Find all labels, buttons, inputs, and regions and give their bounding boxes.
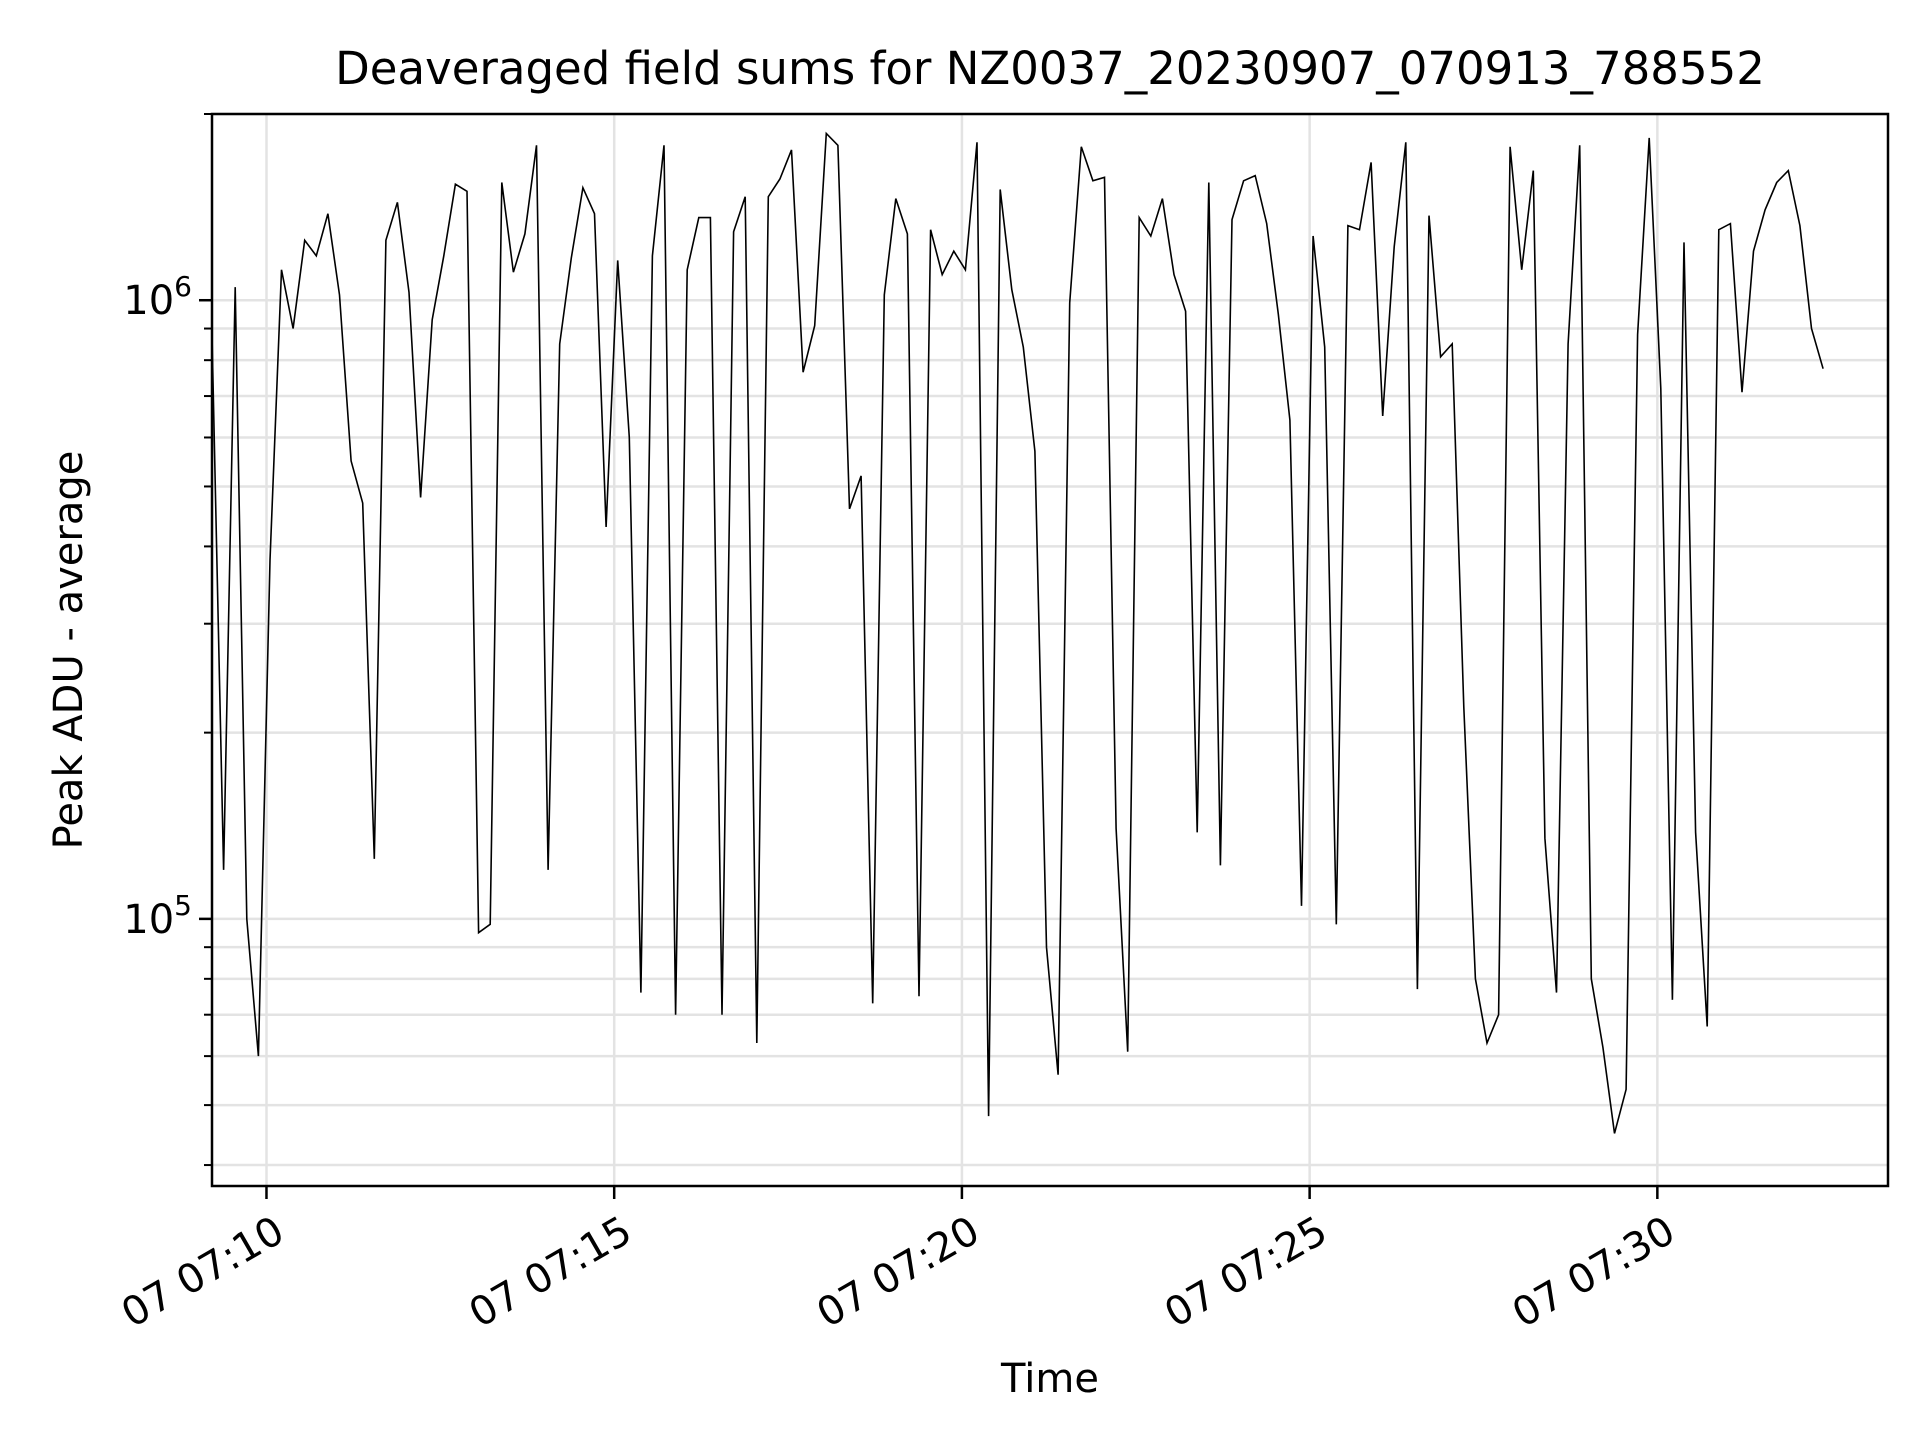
y-axis-label: Peak ADU - average <box>46 451 92 850</box>
y-tick-label: 106 <box>123 270 192 324</box>
y-tick-label: 105 <box>123 889 192 943</box>
chart-title: Deaveraged field sums for NZ0037_2023090… <box>335 42 1765 95</box>
plot-frame <box>210 112 1890 1188</box>
series-line <box>211 131 1824 1134</box>
plot-area <box>211 131 1824 1134</box>
x-axis-label: Time <box>1000 1356 1099 1402</box>
grid <box>212 112 1888 1186</box>
